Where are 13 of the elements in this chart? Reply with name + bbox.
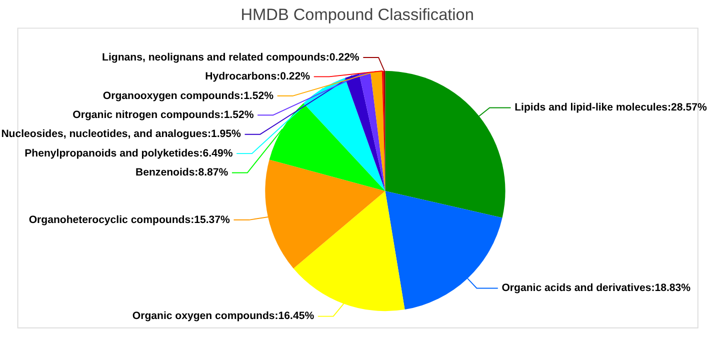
slice-label: Organic acids and derivatives:18.83% <box>502 282 692 294</box>
slice-label: Organic nitrogen compounds:1.52% <box>72 109 254 122</box>
slice-label: Benzenoids:8.87% <box>136 166 229 179</box>
slice-label: Lipids and lipid-like molecules:28.57% <box>514 102 708 114</box>
slice-label: Organooxygen compounds:1.52% <box>102 90 274 102</box>
slice-label: Organic oxygen compounds:16.45% <box>132 310 315 322</box>
pie-slice <box>385 191 502 310</box>
slice-label: Phenylpropanoids and polyketides:6.49% <box>24 147 234 160</box>
slice-label: Lignans, neolignans and related compounds:0.22% <box>102 51 360 64</box>
slice-label: Nucleosides, nucleotides, and analogues:1.95% <box>1 128 242 140</box>
slice-label: Organoheterocyclic compounds:15.37% <box>28 214 230 226</box>
chart-title: HMDB Compound Classification <box>240 6 474 24</box>
slice-label: Hydrocarbons:0.22% <box>205 70 311 83</box>
